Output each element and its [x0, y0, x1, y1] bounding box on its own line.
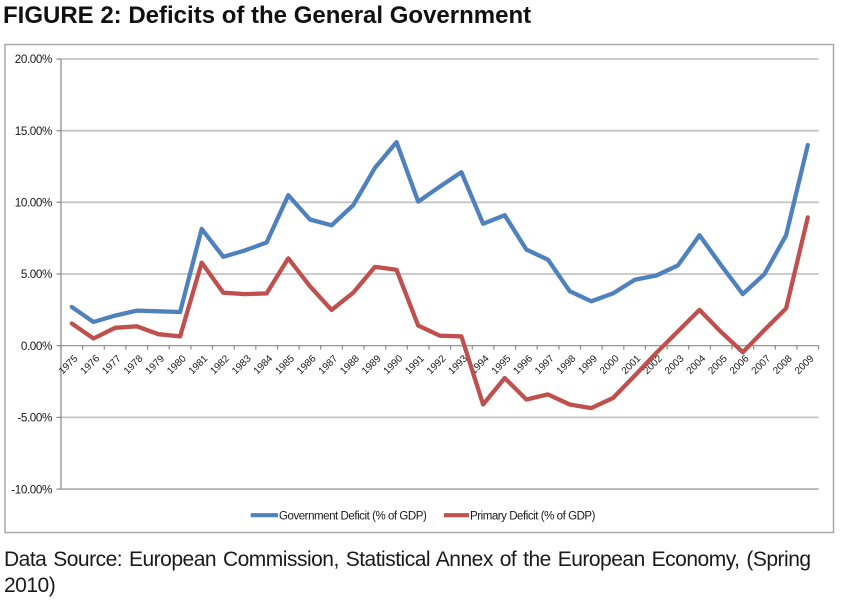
svg-text:0.00%: 0.00%	[21, 340, 52, 353]
svg-text:20.00%: 20.00%	[15, 53, 52, 66]
svg-text:15.00%: 15.00%	[15, 125, 52, 138]
svg-text:5.00%: 5.00%	[21, 268, 52, 281]
svg-text:Government Deficit (% of GDP): Government Deficit (% of GDP)	[279, 511, 427, 523]
svg-text:Primary Deficit (% of GDP): Primary Deficit (% of GDP)	[470, 511, 596, 523]
svg-text:10.00%: 10.00%	[15, 197, 52, 210]
svg-text:-5.00%: -5.00%	[17, 412, 52, 425]
svg-text:-10.00%: -10.00%	[11, 483, 52, 496]
